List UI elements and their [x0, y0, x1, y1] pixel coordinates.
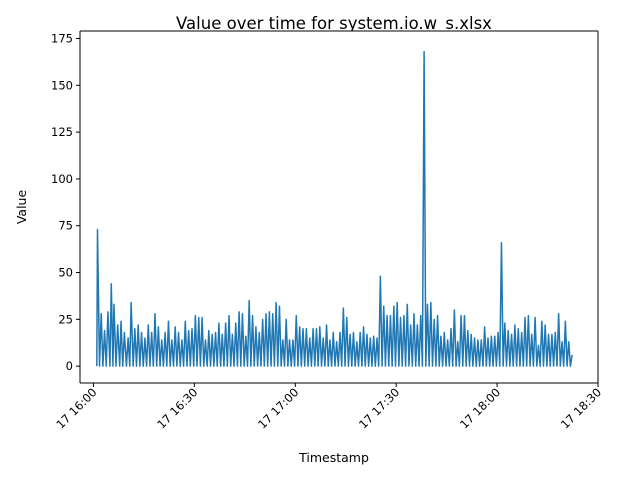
y-tick-label: 100	[51, 172, 73, 186]
y-tick-label: 150	[51, 78, 73, 92]
y-tick-label: 125	[51, 125, 73, 139]
y-tick-label: 0	[66, 359, 73, 373]
plot-background	[80, 31, 598, 383]
y-tick-label: 25	[58, 312, 73, 326]
chart-title: Value over time for system.io.w_s.xlsx	[176, 14, 492, 34]
plot-area	[79, 30, 599, 384]
y-axis-label: Value	[14, 190, 29, 225]
y-tick-label: 175	[51, 31, 73, 45]
series-line	[96, 50, 573, 367]
y-axis: 0 25 50 75 100 125 150 175	[51, 31, 80, 373]
x-axis-label: Timestamp	[298, 450, 369, 465]
y-tick-label: 75	[58, 219, 73, 233]
y-tick-label: 50	[58, 266, 73, 280]
